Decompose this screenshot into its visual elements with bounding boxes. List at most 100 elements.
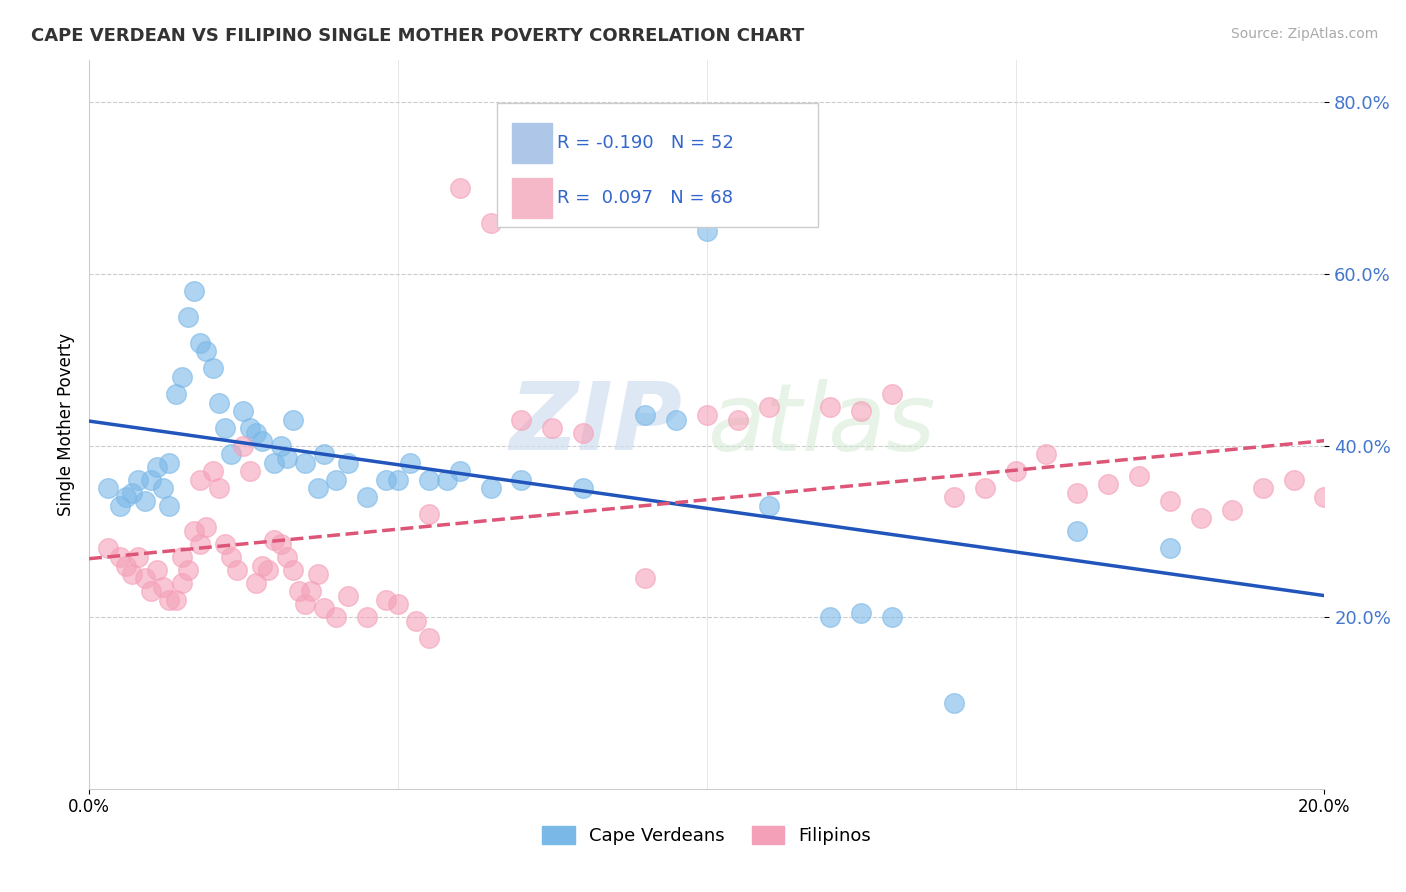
Point <box>170 549 193 564</box>
FancyBboxPatch shape <box>496 103 818 227</box>
Point <box>1097 477 1119 491</box>
Point <box>157 592 180 607</box>
Point <box>127 473 149 487</box>
Point <box>572 482 595 496</box>
Point <box>696 224 718 238</box>
Point <box>634 409 657 423</box>
Point <box>849 606 872 620</box>
Text: atlas: atlas <box>707 378 935 469</box>
Text: Source: ZipAtlas.com: Source: ZipAtlas.com <box>1230 27 1378 41</box>
Point <box>1004 464 1026 478</box>
Point <box>1159 541 1181 556</box>
Point <box>299 584 322 599</box>
Point <box>387 597 409 611</box>
Point <box>97 541 120 556</box>
Point <box>183 284 205 298</box>
Point <box>281 563 304 577</box>
Y-axis label: Single Mother Poverty: Single Mother Poverty <box>58 333 75 516</box>
Point <box>183 524 205 539</box>
Point <box>232 438 254 452</box>
Point <box>1066 524 1088 539</box>
Point <box>239 464 262 478</box>
Point <box>337 456 360 470</box>
Point <box>696 409 718 423</box>
Point <box>270 537 292 551</box>
Point <box>399 456 422 470</box>
Point <box>270 438 292 452</box>
Point <box>312 601 335 615</box>
Point <box>449 464 471 478</box>
Point <box>208 482 231 496</box>
Point <box>1313 490 1336 504</box>
Point <box>276 549 298 564</box>
Point <box>188 537 211 551</box>
Point <box>165 592 187 607</box>
Point <box>479 215 502 229</box>
Point <box>1066 485 1088 500</box>
Text: CAPE VERDEAN VS FILIPINO SINGLE MOTHER POVERTY CORRELATION CHART: CAPE VERDEAN VS FILIPINO SINGLE MOTHER P… <box>31 27 804 45</box>
Point <box>1159 494 1181 508</box>
Point <box>108 549 131 564</box>
Point <box>374 473 396 487</box>
Point <box>214 537 236 551</box>
Point <box>312 447 335 461</box>
Point <box>1220 503 1243 517</box>
Point <box>436 473 458 487</box>
Point <box>356 610 378 624</box>
Point <box>294 597 316 611</box>
Point <box>1189 511 1212 525</box>
Point <box>177 563 200 577</box>
Point <box>1282 473 1305 487</box>
Point <box>195 520 218 534</box>
Point <box>572 425 595 440</box>
Point <box>325 473 347 487</box>
Point <box>374 592 396 607</box>
Point <box>239 421 262 435</box>
Point <box>250 434 273 449</box>
Point <box>356 490 378 504</box>
Point <box>263 533 285 547</box>
Point <box>127 549 149 564</box>
Point <box>1128 468 1150 483</box>
Point <box>214 421 236 435</box>
Text: ZIP: ZIP <box>509 378 682 470</box>
Point <box>276 451 298 466</box>
Point <box>973 482 995 496</box>
Point <box>418 473 440 487</box>
Point <box>195 344 218 359</box>
Point <box>510 473 533 487</box>
Point <box>325 610 347 624</box>
Point <box>152 580 174 594</box>
Point <box>758 499 780 513</box>
Point <box>208 395 231 409</box>
Point <box>479 482 502 496</box>
Point <box>880 610 903 624</box>
Point <box>121 485 143 500</box>
Point <box>820 400 842 414</box>
Point <box>942 696 965 710</box>
Point <box>387 473 409 487</box>
Point <box>152 482 174 496</box>
Point <box>727 413 749 427</box>
Point <box>418 632 440 646</box>
Point <box>758 400 780 414</box>
Point <box>134 571 156 585</box>
Point <box>510 413 533 427</box>
Point <box>177 310 200 324</box>
Point <box>307 567 329 582</box>
Point <box>880 387 903 401</box>
Point <box>115 490 138 504</box>
Point <box>1251 482 1274 496</box>
Point <box>449 181 471 195</box>
Point <box>146 563 169 577</box>
Point <box>157 456 180 470</box>
Point <box>541 421 564 435</box>
Point <box>219 549 242 564</box>
Point <box>201 464 224 478</box>
Point <box>263 456 285 470</box>
FancyBboxPatch shape <box>512 123 553 163</box>
Point <box>337 589 360 603</box>
Point <box>281 413 304 427</box>
Point <box>245 575 267 590</box>
Text: R = -0.190   N = 52: R = -0.190 N = 52 <box>557 135 734 153</box>
